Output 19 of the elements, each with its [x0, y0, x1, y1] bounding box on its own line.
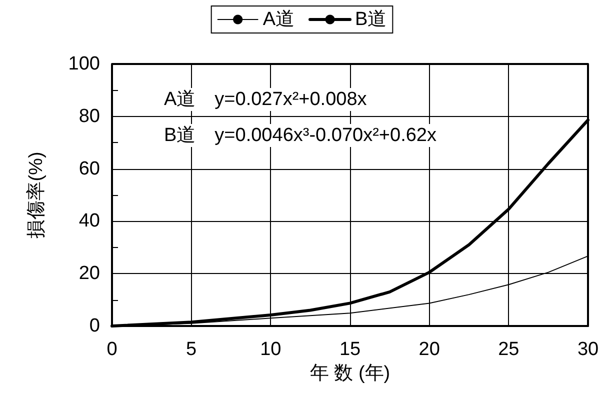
y-tick-label: 80 [78, 106, 100, 127]
y-tick-label: 20 [78, 263, 100, 284]
x-tick-label: 10 [260, 339, 282, 360]
annotation: A道 y=0.027x²+0.008x [164, 89, 368, 110]
y-tick-label: 40 [78, 210, 100, 232]
y-tick-label: 0 [89, 316, 100, 336]
x-tick-label: 5 [186, 339, 197, 360]
x-tick-label: 15 [339, 339, 361, 360]
y-tick-label: 100 [68, 54, 100, 74]
x-axis-title: 年 数 (年) [310, 363, 390, 384]
x-tick-label: 20 [418, 339, 440, 360]
legend-label: B道 [355, 9, 387, 30]
legend-label: A道 [262, 9, 295, 30]
x-tick-label: 30 [577, 339, 599, 360]
y-tick-label: 60 [78, 158, 100, 180]
annotation: B道 y=0.0046x³-0.070x²+0.62x [164, 125, 437, 146]
x-tick-label: 0 [106, 339, 118, 360]
y-axis-title: 損傷率(%) [25, 152, 47, 238]
x-tick-label: 25 [498, 339, 520, 360]
